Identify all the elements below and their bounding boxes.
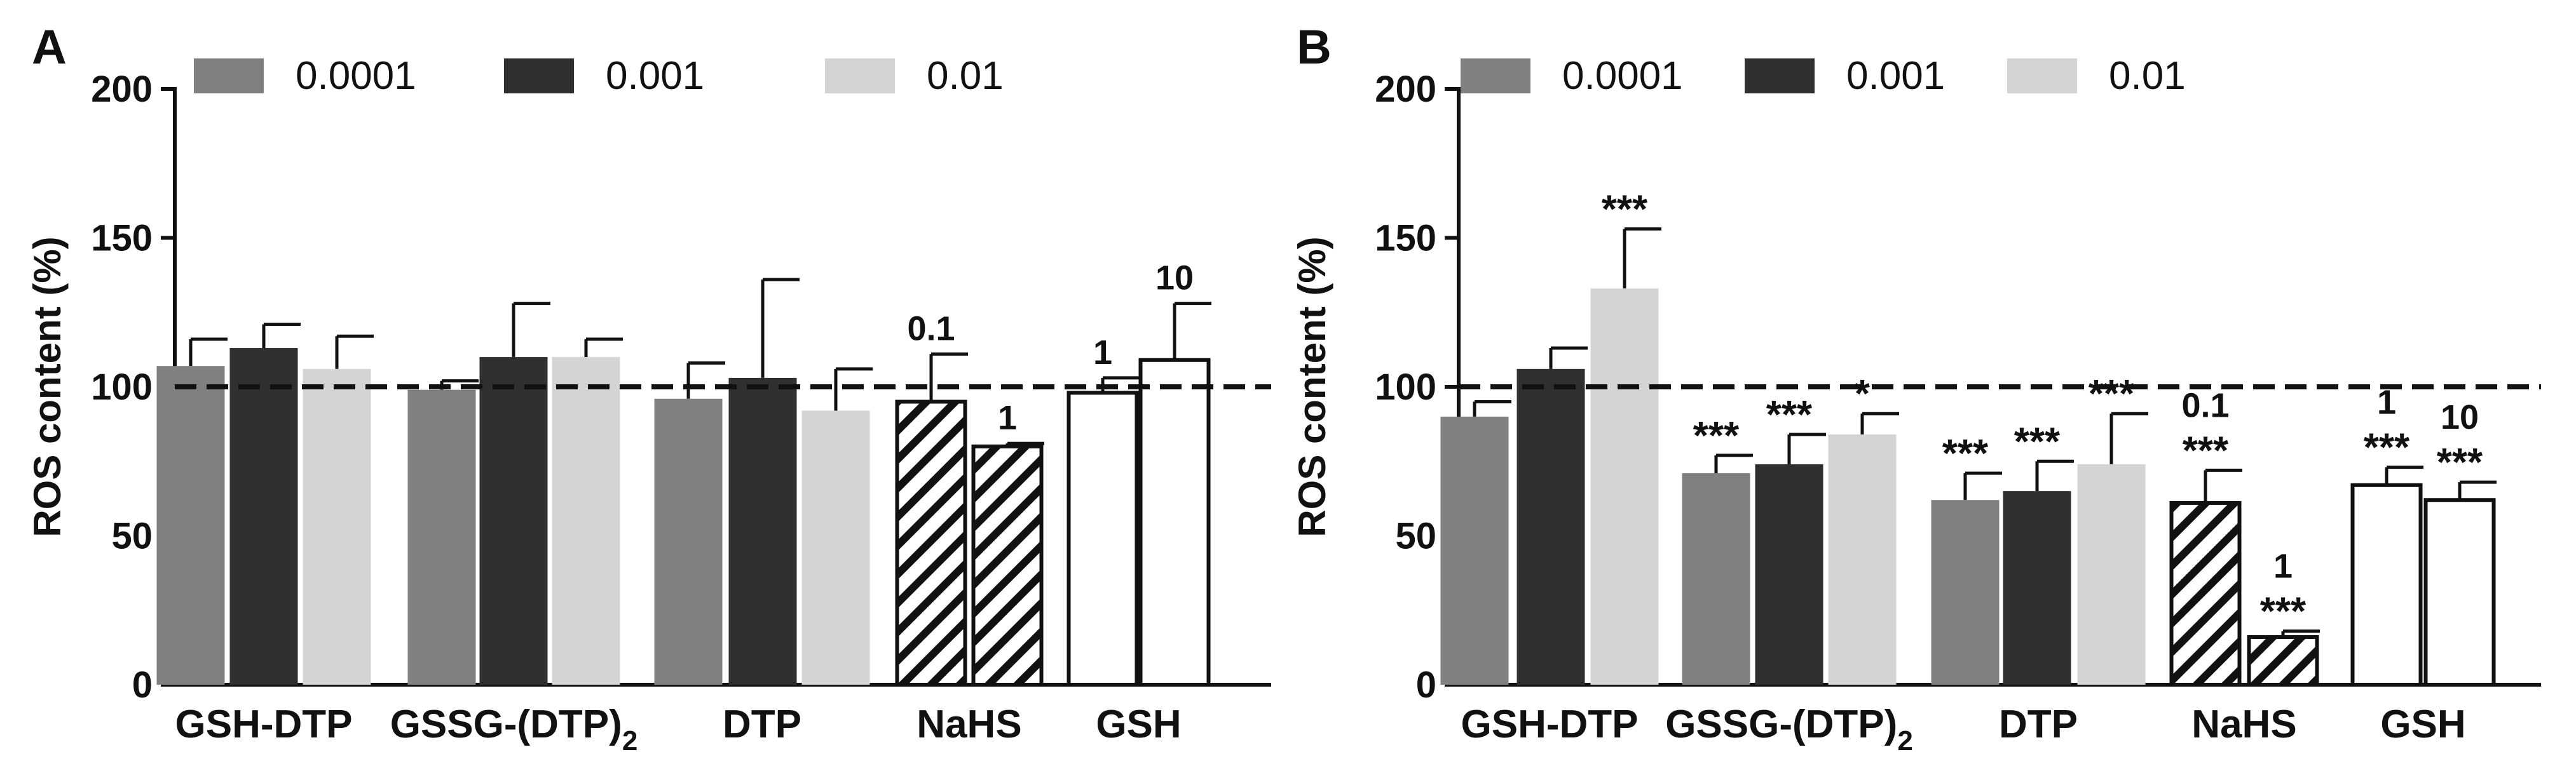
- panel-b-y-tick-label: 200: [1375, 69, 1436, 110]
- panel-a-bar-gssg-dtp-2: [407, 389, 476, 685]
- panel-a-legend-swatch: [825, 58, 895, 93]
- panel-b-category-label-main: DTP: [1999, 703, 2078, 746]
- panel-b-category-label: GSH: [2380, 703, 2465, 746]
- panel-a-legend-swatch: [194, 58, 264, 93]
- panel-b-significance-label: ***: [1693, 414, 1740, 458]
- panel-b-bar-dtp: [2003, 491, 2071, 685]
- panel-b-category-label-main: GSH: [2380, 703, 2465, 746]
- panel-b-bar-dtp: [2077, 464, 2146, 685]
- panel-a-bar-gsh: [1138, 358, 1211, 687]
- panel-b-category-label: GSH-DTP: [1461, 703, 1639, 746]
- panel-b-legend-swatch: [1461, 58, 1530, 93]
- panel-b-significance-label: ***: [2364, 426, 2410, 470]
- panel-a-y-tick-label: 150: [91, 218, 153, 259]
- panel-b-bar-gsh-dtp: [1590, 288, 1659, 685]
- panel-b-concentration-label: 0.1: [2181, 386, 2229, 424]
- panel-a-bar-nahs: [971, 444, 1044, 687]
- panel-b-concentration-label: 10: [2441, 398, 2479, 436]
- panel-b-significance-label: ***: [2183, 429, 2229, 473]
- panel-b-category-label-subscript: 2: [1897, 725, 1912, 756]
- panel-a-concentration-label: 10: [1155, 259, 1194, 297]
- panel-a-y-tick-label: 100: [91, 366, 153, 408]
- panel-b-legend-label: 0.001: [1846, 54, 1945, 98]
- panel-b-bar-gsh: [2350, 483, 2423, 687]
- panel-b-y-tick-label: 100: [1375, 366, 1436, 408]
- panel-a-bar-gsh-dtp: [303, 368, 371, 685]
- panel-b-legend-label: 0.0001: [1562, 54, 1683, 98]
- panel-a-concentration-label: 1: [998, 399, 1017, 437]
- panel-a-bar-nahs: [895, 400, 967, 687]
- panel-b-letter: B: [1297, 20, 1332, 74]
- panel-a-category-label-main: DTP: [723, 703, 801, 746]
- panel-a-legend-label: 0.001: [606, 54, 704, 98]
- panel-b-chart: B 0 50 100 150 200 ROS content (%) 0.0001 0.001 0…: [1291, 20, 2541, 756]
- panel-b-bar-gssg-dtp-2: [1682, 473, 1750, 685]
- panel-b-y-axis-label: ROS content (%): [1291, 236, 1333, 537]
- panel-a-category-label-main: GSH: [1096, 703, 1181, 746]
- panel-b-bar-gsh-dtp: [1516, 368, 1585, 685]
- panel-b-y-tick-label: 150: [1375, 218, 1436, 259]
- panel-b-significance-label: ***: [2014, 420, 2061, 464]
- panel-a-bar-gsh-dtp: [229, 348, 298, 685]
- panel-b-significance-label: ***: [1602, 187, 1648, 231]
- panel-b-concentration-label: 1: [2377, 384, 2396, 422]
- panel-b-significance-label: *: [1855, 372, 1871, 416]
- panel-a-y-axis-label: ROS content (%): [26, 236, 69, 537]
- panel-a-category-label: GSH: [1096, 703, 1181, 746]
- panel-a-bar-gsh: [1067, 391, 1139, 687]
- panel-b-significance-label: ***: [2437, 441, 2483, 485]
- panel-b-bar-gsh: [2423, 498, 2496, 687]
- panel-b-bar-nahs: [2247, 635, 2319, 687]
- panel-b-significance-label: ***: [1942, 432, 1989, 476]
- panel-a-category-label: GSSG-(DTP)2: [390, 703, 638, 756]
- panel-a-concentration-label: 0.1: [907, 309, 955, 347]
- panel-a-bar-gssg-dtp-2: [479, 357, 548, 685]
- panel-a-bar-gssg-dtp-2: [552, 357, 620, 685]
- panel-b-bar-nahs: [2169, 501, 2242, 687]
- panel-a-letter: A: [32, 20, 67, 74]
- panel-b-legend-swatch: [2007, 58, 2077, 93]
- panel-a-y-tick-label: 200: [91, 69, 153, 110]
- panel-a-category-label: NaHS: [917, 703, 1021, 746]
- panel-b-bar-dtp: [1931, 500, 2000, 685]
- panel-a-y-tick-label: 0: [132, 664, 153, 706]
- panel-b-category-label: NaHS: [2191, 703, 2296, 746]
- panel-a-y-tick-label: 50: [111, 516, 153, 557]
- panel-b-significance-label: ***: [1766, 393, 1813, 437]
- panel-a-bar-dtp: [801, 410, 870, 685]
- panel-a-category-label-main: GSSG-(DTP): [390, 703, 622, 746]
- panel-a-category-label: DTP: [723, 703, 801, 746]
- panel-a-category-label-subscript: 2: [622, 725, 637, 756]
- panel-b-significance-label: ***: [2089, 372, 2135, 416]
- panel-b-significance-label: ***: [2260, 590, 2307, 634]
- panel-a-bar-dtp: [654, 398, 723, 685]
- panel-b-bar-gssg-dtp-2: [1828, 434, 1897, 685]
- panel-b-bar-gsh-dtp: [1440, 416, 1509, 685]
- panel-a-bar-gsh-dtp: [156, 366, 225, 685]
- panel-b-category-label-main: GSSG-(DTP): [1665, 703, 1897, 746]
- panel-a-category-label-main: GSH-DTP: [175, 703, 353, 746]
- panel-a-bar-dtp: [728, 377, 797, 685]
- panel-a-legend-label: 0.0001: [296, 54, 416, 98]
- panel-a-concentration-label: 1: [1093, 333, 1112, 372]
- panel-a-chart: A 0 50 100 150 200 ROS content (%) 0.0001 0.001 0…: [26, 20, 1271, 756]
- panel-b-category-label-main: GSH-DTP: [1461, 703, 1639, 746]
- panel-b-category-label: GSSG-(DTP)2: [1665, 703, 1913, 756]
- panel-a-legend-swatch: [504, 58, 574, 93]
- panel-a-category-label: GSH-DTP: [175, 703, 353, 746]
- panel-b-legend-label: 0.01: [2109, 54, 2186, 98]
- panel-b-category-label: DTP: [1999, 703, 2078, 746]
- panel-a-category-label-main: NaHS: [917, 703, 1021, 746]
- panel-b-y-tick-label: 50: [1395, 516, 1436, 557]
- panel-a-legend-label: 0.01: [927, 54, 1004, 98]
- panel-b-bar-gssg-dtp-2: [1755, 464, 1823, 685]
- panel-b-category-label-main: NaHS: [2191, 703, 2296, 746]
- panel-b-y-tick-label: 0: [1416, 664, 1436, 706]
- panel-b-concentration-label: 1: [2273, 548, 2293, 586]
- panel-b-legend-swatch: [1745, 58, 1815, 93]
